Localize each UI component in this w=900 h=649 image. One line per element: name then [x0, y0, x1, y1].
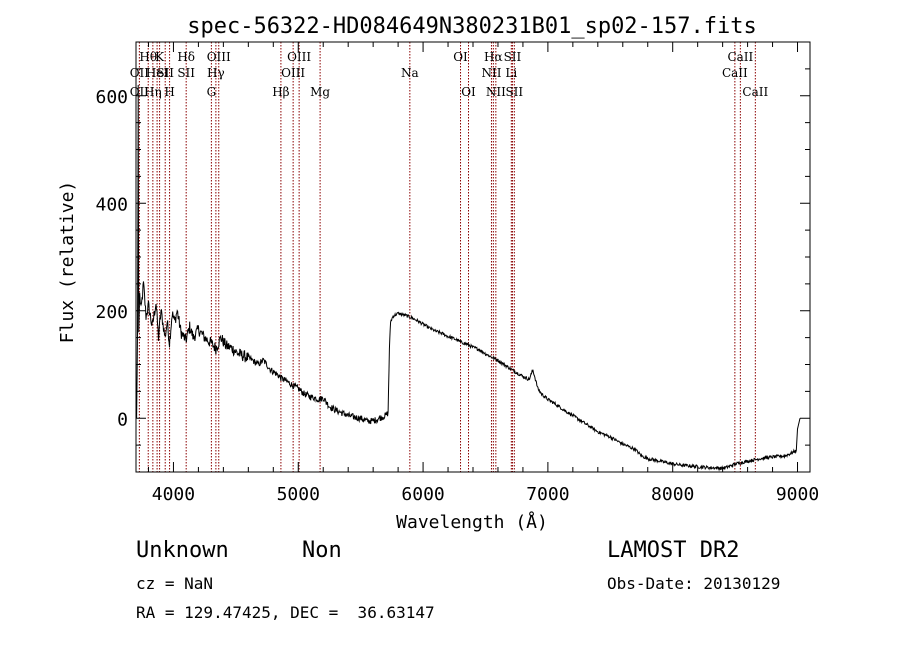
y-tick-label: 400	[95, 194, 128, 215]
object-class: Unknown	[136, 538, 229, 563]
line-marker-label: OII	[130, 66, 150, 80]
line-marker-label: NII	[481, 66, 501, 80]
line-marker-label: CaII	[722, 66, 748, 80]
redshift-text: cz = NaN	[136, 574, 214, 593]
spectral-line-labels: OIIOIIHθHηHeIKSIIHHδSIIGHγOIIIHβOIIIOIII…	[130, 50, 769, 99]
line-marker-label: NII	[486, 85, 506, 99]
line-marker-label: HeI	[146, 66, 169, 80]
line-marker-label: OIII	[287, 50, 311, 64]
line-marker-label: SII	[156, 66, 174, 80]
x-axis-label: Wavelength (Å)	[396, 511, 548, 533]
plot-frame	[135, 41, 811, 473]
spectrum-series	[135, 84, 801, 472]
x-tick-label: 5000	[277, 484, 320, 505]
y-tick-label: 600	[95, 87, 128, 108]
line-marker-label: OI	[461, 85, 476, 99]
y-tick-label: 0	[117, 409, 128, 430]
coordinates-text: RA = 129.47425, DEC = 36.63147	[136, 603, 435, 622]
line-marker-label: Mg	[310, 85, 330, 99]
line-marker-label: Hη	[144, 85, 162, 99]
survey-name: LAMOST DR2	[607, 538, 740, 563]
spectrum-line	[135, 84, 801, 472]
line-marker-label: SII	[504, 50, 522, 64]
line-marker-label: Hβ	[272, 85, 289, 99]
x-tick-label: 8000	[651, 484, 694, 505]
y-axis-label: Flux (relative)	[57, 181, 78, 344]
x-tick-label: 6000	[401, 484, 444, 505]
line-marker-label: SII	[505, 85, 523, 99]
x-tick-label: 4000	[152, 484, 195, 505]
line-marker-label: Li	[505, 66, 517, 80]
line-marker-label: Hδ	[177, 50, 195, 64]
spectral-line-markers	[138, 42, 756, 472]
x-tick-label: 7000	[526, 484, 569, 505]
x-axis: 4000 5000 6000 7000 8000 9000	[147, 42, 819, 505]
y-tick-label: 200	[95, 302, 128, 323]
line-marker-label: K	[155, 50, 165, 64]
y-axis: 0 200 400 600	[95, 41, 810, 473]
x-tick-label: 9000	[776, 484, 819, 505]
object-subclass: Non	[302, 538, 342, 563]
line-marker-label: OI	[453, 50, 468, 64]
line-marker-label: CaII	[742, 85, 768, 99]
line-marker-label: Hθ	[139, 50, 157, 64]
line-marker-label: SII	[177, 66, 195, 80]
line-marker-label: Hγ	[207, 66, 225, 80]
line-marker-label: CaII	[727, 50, 753, 64]
obs-date-text: Obs-Date: 20130129	[607, 574, 781, 593]
line-marker-label: Na	[401, 66, 419, 80]
chart-title: spec-56322-HD084649N380231B01_sp02-157.f…	[187, 14, 757, 39]
line-marker-label: G	[207, 85, 217, 99]
line-marker-label: OIII	[207, 50, 231, 64]
line-marker-label: Hα	[484, 50, 503, 64]
line-marker-label: OIII	[281, 66, 305, 80]
line-marker-label: H	[164, 85, 174, 99]
